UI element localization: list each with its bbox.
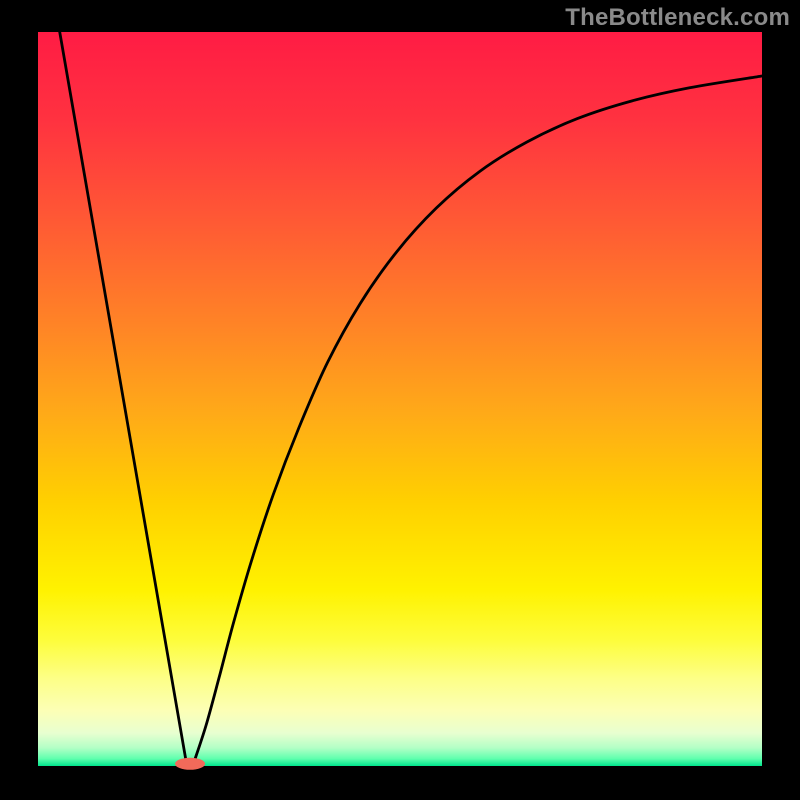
plot-background-gradient xyxy=(38,32,762,766)
bottleneck-chart xyxy=(0,0,800,800)
watermark-text: TheBottleneck.com xyxy=(565,4,790,32)
chart-container: TheBottleneck.com xyxy=(0,0,800,800)
optimal-point-marker xyxy=(175,758,205,770)
